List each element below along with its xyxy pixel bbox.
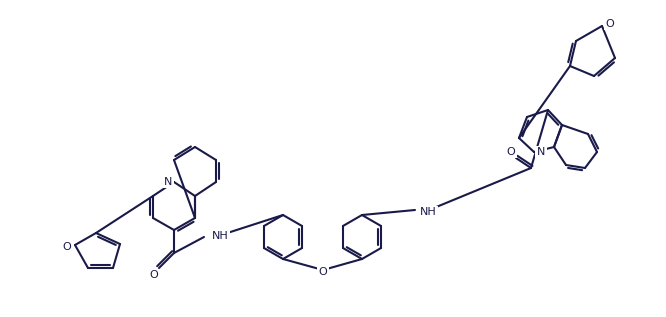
Text: O: O xyxy=(63,242,71,252)
Text: N: N xyxy=(164,177,172,187)
Text: N: N xyxy=(537,147,545,157)
Text: NH: NH xyxy=(420,207,437,217)
Text: O: O xyxy=(605,19,614,29)
Text: O: O xyxy=(507,147,515,157)
Text: O: O xyxy=(318,267,328,277)
Text: NH: NH xyxy=(212,231,228,241)
Text: O: O xyxy=(150,270,159,280)
